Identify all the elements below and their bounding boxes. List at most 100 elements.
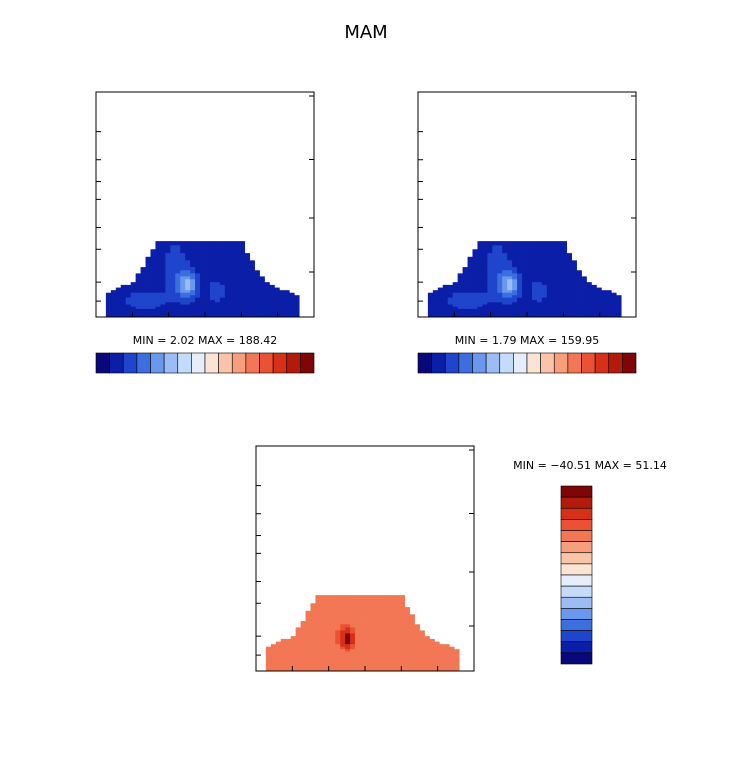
field-cell — [374, 599, 381, 604]
field-cell — [160, 297, 166, 301]
field-cell — [165, 310, 171, 314]
field-cell — [531, 276, 538, 280]
field-cell — [290, 644, 297, 648]
field-cell — [601, 295, 607, 299]
field-cell — [502, 245, 508, 250]
field-cell — [432, 292, 439, 296]
field-cell — [389, 633, 396, 637]
field-cell — [160, 313, 166, 316]
field-cell — [200, 249, 206, 254]
field-cell — [389, 621, 396, 625]
field-cell — [394, 630, 401, 634]
colorbar-swatch — [540, 352, 555, 374]
field-cell — [269, 313, 275, 316]
field-cell — [556, 290, 563, 294]
field-cell — [239, 249, 246, 254]
field-cell — [259, 279, 265, 283]
field-cell — [155, 245, 161, 250]
field-cell — [305, 667, 311, 670]
field-cell — [145, 267, 151, 271]
field-cell — [195, 256, 201, 261]
field-cell — [561, 241, 568, 246]
field-cell — [335, 621, 341, 625]
field-cell — [325, 667, 331, 670]
field-cell — [214, 310, 221, 314]
field-cell — [110, 304, 117, 308]
field-cell — [244, 276, 250, 280]
field-cell — [285, 651, 292, 655]
field-cell — [394, 649, 401, 653]
field-cell — [214, 253, 221, 258]
field-cell — [527, 308, 533, 312]
field-cell — [200, 299, 206, 303]
field-cell — [462, 299, 468, 303]
field-cell — [399, 633, 406, 637]
field-cell — [497, 313, 503, 316]
field-cell — [150, 260, 156, 265]
field-cell — [110, 290, 117, 294]
field-cell — [452, 290, 459, 294]
field-cell — [389, 664, 396, 668]
field-cell — [591, 297, 597, 301]
field-cell — [365, 599, 371, 604]
field-cell — [546, 308, 553, 312]
field-cell — [581, 295, 587, 299]
field-cell — [536, 267, 543, 271]
field-cell — [444, 664, 450, 668]
field-cell — [616, 310, 622, 314]
field-cell — [224, 290, 231, 294]
field-cell — [429, 662, 435, 666]
field-cell — [571, 310, 577, 314]
field-cell — [399, 638, 406, 642]
field-cell — [105, 299, 112, 303]
field-cell — [195, 249, 201, 254]
field-cell — [497, 276, 503, 280]
field-cell — [517, 315, 523, 318]
field-cell — [492, 260, 498, 265]
field-cell — [315, 627, 321, 631]
field-cell — [427, 299, 434, 303]
field-cell — [244, 279, 250, 283]
field-cell — [434, 664, 440, 668]
field-cell — [492, 282, 498, 286]
field-cell — [444, 651, 450, 655]
field-cell — [355, 603, 361, 608]
field-cell — [586, 282, 592, 286]
field-cell — [384, 646, 391, 650]
field-cell — [279, 313, 285, 316]
field-cell — [244, 267, 250, 271]
field-cell — [330, 610, 336, 615]
field-cell — [551, 279, 558, 283]
field-cell — [432, 304, 439, 308]
field-cell — [531, 282, 538, 286]
field-cell — [330, 636, 336, 640]
field-cell — [185, 267, 191, 271]
field-cell — [591, 290, 597, 294]
field-cell — [264, 308, 270, 312]
field-cell — [536, 302, 543, 305]
field-cell — [120, 304, 127, 308]
field-cell — [310, 630, 316, 634]
field-cell — [596, 313, 602, 316]
field-cell — [175, 270, 181, 274]
field-cell — [249, 282, 255, 286]
colorbar-swatch — [231, 352, 247, 374]
field-cell — [434, 653, 440, 657]
field-cell — [404, 633, 410, 637]
field-cell — [315, 644, 321, 648]
field-cell — [224, 249, 231, 254]
field-cell — [531, 249, 538, 254]
field-cell — [374, 660, 381, 664]
field-cell — [360, 641, 366, 645]
field-cell — [269, 292, 275, 296]
field-cell — [561, 284, 568, 288]
field-cell — [165, 304, 171, 308]
field-cell — [244, 295, 250, 299]
field-cell — [541, 282, 548, 286]
field-cell — [467, 290, 473, 294]
field-cell — [175, 260, 181, 265]
field-cell — [140, 282, 146, 286]
field-cell — [522, 287, 528, 291]
field-cell — [165, 276, 171, 280]
